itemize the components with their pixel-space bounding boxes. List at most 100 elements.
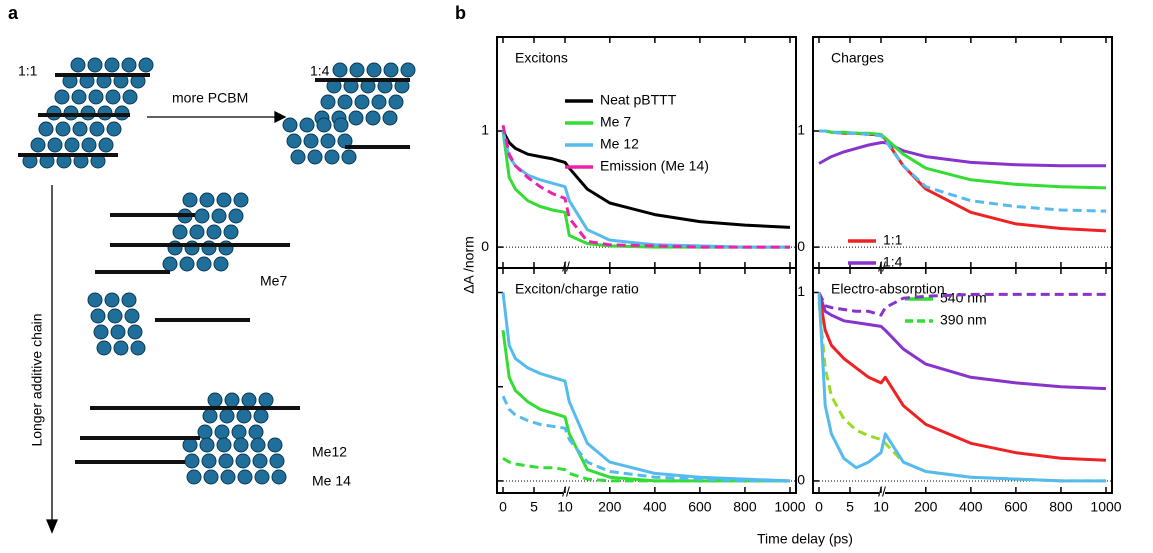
pcbm [30,137,46,153]
x-tick-label: 800 [1049,499,1073,515]
pcbm [299,117,315,133]
pcbm [194,208,210,224]
series-line [501,292,791,483]
pcbm [81,137,97,153]
pcbm [241,392,257,408]
pcbm [349,62,365,78]
pcbm [110,324,126,340]
pcbm [320,94,336,110]
pcbm [233,192,249,208]
pcbm [388,94,404,110]
pcbm [235,453,251,469]
x-tick-label: 600 [1004,499,1028,515]
series-line [818,141,1106,168]
pcbm [162,256,178,272]
pcbm [211,208,227,224]
pcbm [366,62,382,78]
pcbm [252,453,268,469]
pcbm [71,89,87,105]
x-tick-label: 800 [733,499,757,515]
pcbm [320,133,336,149]
pcbm [214,424,230,440]
pcbm [248,424,264,440]
pcbm [341,149,357,165]
y-tick-label: 0 [797,238,805,254]
x-tick-label: 0 [815,499,823,515]
x-tick-label: 1000 [1090,499,1121,515]
pcbm [104,57,120,73]
pcbm [231,424,247,440]
x-tick-label: 600 [688,499,712,515]
series-line [501,130,790,249]
pcbm [182,192,198,208]
axis-break-mark: // [878,484,886,500]
ratio-label: 1:4 [310,63,330,79]
pcbm [348,110,364,126]
legend-label: Me 12 [600,136,639,152]
pcbm [213,256,229,272]
pcbm [186,469,202,485]
x-tick-label: 1000 [774,499,805,515]
pcbm [90,308,106,324]
pcbm [122,89,138,105]
x-tick-label: 200 [914,499,938,515]
panel-title: Exciton/charge ratio [515,281,639,297]
series-line [501,124,790,249]
legend-label: 540 nm [940,290,987,306]
legend-label: Emission (Me 14) [600,158,709,174]
x-tick-label: 10 [557,499,573,515]
pcbm [290,149,306,165]
pcbm [121,292,137,308]
plot-frame [812,36,1113,269]
pcbm [216,437,232,453]
x-tick-label: 10 [873,499,889,515]
pcbm [104,292,120,308]
axis-break-mark: // [562,484,570,500]
pcbm [197,424,213,440]
y-tick-label: 1 [481,122,489,138]
pcbm [124,308,140,324]
pcbm [87,292,103,308]
pcbm [98,137,114,153]
x-tick-label: 5 [846,499,854,515]
arrows [46,110,287,534]
x-tick-label: 400 [959,499,983,515]
pcbm [201,453,217,469]
series-line [817,292,1106,483]
pcbm [172,224,188,240]
pcbm [316,117,332,133]
pcbm [196,256,212,272]
pcbm [400,62,416,78]
pcbm [286,133,302,149]
pcbm [267,437,283,453]
x-tick-label: 5 [530,499,538,515]
pcbm [93,324,109,340]
pcbm [269,453,285,469]
legend-label: 1:1 [883,232,903,248]
y-tick-label: 1 [797,122,805,138]
pcbm [206,224,222,240]
pcbm [202,408,218,424]
pcbm [271,469,287,485]
series-line [502,457,790,483]
pcbm [70,57,86,73]
pcbm [237,469,253,485]
plot-frame [496,267,797,494]
series-line [817,301,1106,483]
series-line [817,291,1106,317]
axis-break-mark: // [878,259,886,275]
pcbm [106,121,122,137]
pcbm [184,453,200,469]
panel-title: Electro-absorption [831,281,945,297]
panel-title: Excitons [515,50,568,66]
pcbm [220,469,236,485]
pcbm [203,469,219,485]
pcbm [199,192,215,208]
pcbm [89,121,105,137]
pcbm [72,121,88,137]
pcbm [138,57,154,73]
legend-label: 1:4 [883,254,903,270]
pcbm [219,408,235,424]
pcbm [371,94,387,110]
